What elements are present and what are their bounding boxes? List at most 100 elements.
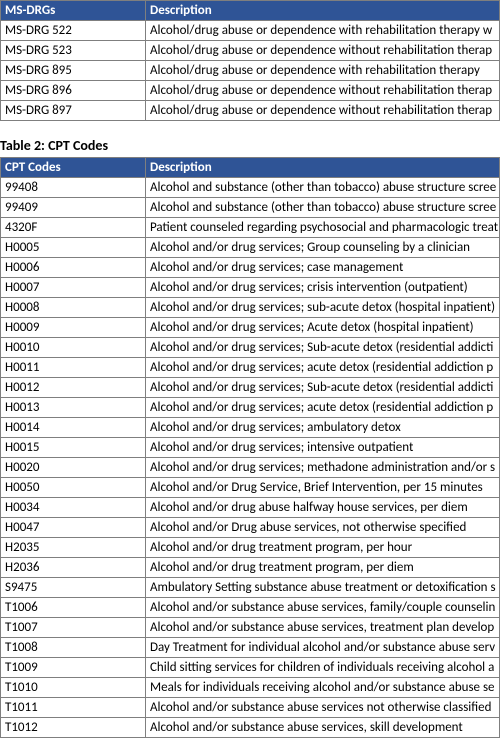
- cell-desc: Alcohol and/or drug abuse halfway house …: [146, 498, 500, 518]
- cell-code: H0020: [1, 458, 146, 478]
- table-row: H0009Alcohol and/or drug services; Acute…: [1, 318, 500, 338]
- cell-code: H0011: [1, 358, 146, 378]
- cell-desc: Alcohol and/or drug services; acute deto…: [146, 358, 500, 378]
- table-row: H0047Alcohol and/or Drug abuse services,…: [1, 518, 500, 538]
- table2-title: Table 2: CPT Codes: [0, 135, 500, 156]
- cell-code: 4320F: [1, 218, 146, 238]
- header-desc: Description: [146, 158, 500, 178]
- cell-desc: Alcohol and/or substance abuse services,…: [146, 718, 500, 738]
- cell-code: T1010: [1, 678, 146, 698]
- cell-code: H0034: [1, 498, 146, 518]
- cell-desc: Alcohol/drug abuse or dependence with re…: [146, 61, 500, 81]
- header-code: CPT Codes: [1, 158, 146, 178]
- msdrg-table: MS-DRGs Description MS-DRG 522Alcohol/dr…: [0, 0, 500, 121]
- cell-code: MS-DRG 895: [1, 61, 146, 81]
- cell-desc: Alcohol/drug abuse or dependence without…: [146, 81, 500, 101]
- table-row: H0013Alcohol and/or drug services; acute…: [1, 398, 500, 418]
- table-row: T1007Alcohol and/or substance abuse serv…: [1, 618, 500, 638]
- cell-desc: Alcohol and/or drug services; Sub-acute …: [146, 378, 500, 398]
- cell-desc: Alcohol/drug abuse or dependence without…: [146, 41, 500, 61]
- cell-desc: Alcohol and/or drug services; Group coun…: [146, 238, 500, 258]
- cell-code: S9475: [1, 578, 146, 598]
- table-row: MS-DRG 523Alcohol/drug abuse or dependen…: [1, 41, 500, 61]
- cell-code: H0050: [1, 478, 146, 498]
- header-desc: Description: [146, 1, 500, 21]
- table-row: MS-DRG 522Alcohol/drug abuse or dependen…: [1, 21, 500, 41]
- cell-code: T1008: [1, 638, 146, 658]
- cell-code: T1007: [1, 618, 146, 638]
- cell-desc: Alcohol and substance (other than tobacc…: [146, 198, 500, 218]
- table-row: H0006Alcohol and/or drug services; case …: [1, 258, 500, 278]
- cell-code: 99409: [1, 198, 146, 218]
- cell-code: H0006: [1, 258, 146, 278]
- cell-desc: Ambulatory Setting substance abuse treat…: [146, 578, 500, 598]
- table-row: H0034Alcohol and/or drug abuse halfway h…: [1, 498, 500, 518]
- cell-desc: Alcohol and/or drug services; ambulatory…: [146, 418, 500, 438]
- table-row: H0005Alcohol and/or drug services; Group…: [1, 238, 500, 258]
- cell-code: MS-DRG 897: [1, 101, 146, 121]
- cell-code: H0015: [1, 438, 146, 458]
- cell-code: H0005: [1, 238, 146, 258]
- cell-code: 99408: [1, 178, 146, 198]
- cell-desc: Alcohol and/or drug services; Acute deto…: [146, 318, 500, 338]
- cell-code: H0008: [1, 298, 146, 318]
- cell-code: H0013: [1, 398, 146, 418]
- cell-desc: Alcohol/drug abuse or dependence without…: [146, 101, 500, 121]
- table-row: H0014Alcohol and/or drug services; ambul…: [1, 418, 500, 438]
- cell-desc: Alcohol and/or drug treatment program, p…: [146, 538, 500, 558]
- cell-code: MS-DRG 523: [1, 41, 146, 61]
- cell-code: T1011: [1, 698, 146, 718]
- cell-desc: Alcohol and/or drug services; case manag…: [146, 258, 500, 278]
- table-row: 99409Alcohol and substance (other than t…: [1, 198, 500, 218]
- table-row: S9475Ambulatory Setting substance abuse …: [1, 578, 500, 598]
- cell-code: H0014: [1, 418, 146, 438]
- table-row: T1011Alcohol and/or substance abuse serv…: [1, 698, 500, 718]
- cpt-table: CPT Codes Description 99408Alcohol and s…: [0, 157, 500, 738]
- table-row: H2036Alcohol and/or drug treatment progr…: [1, 558, 500, 578]
- cell-desc: Day Treatment for individual alcohol and…: [146, 638, 500, 658]
- cell-code: MS-DRG 896: [1, 81, 146, 101]
- cell-desc: Alcohol/drug abuse or dependence with re…: [146, 21, 500, 41]
- cell-desc: Child sitting services for children of i…: [146, 658, 500, 678]
- table-row: H0008Alcohol and/or drug services; sub-a…: [1, 298, 500, 318]
- table-row: MS-DRG 895Alcohol/drug abuse or dependen…: [1, 61, 500, 81]
- table-row: H0011Alcohol and/or drug services; acute…: [1, 358, 500, 378]
- table-row: H0007Alcohol and/or drug services; crisi…: [1, 278, 500, 298]
- table-row: H0020Alcohol and/or drug services; metha…: [1, 458, 500, 478]
- cell-code: T1006: [1, 598, 146, 618]
- cell-desc: Alcohol and/or substance abuse services,…: [146, 618, 500, 638]
- cell-code: H2036: [1, 558, 146, 578]
- table-row: H0050Alcohol and/or Drug Service, Brief …: [1, 478, 500, 498]
- table-row: T1010Meals for individuals receiving alc…: [1, 678, 500, 698]
- table-header-row: MS-DRGs Description: [1, 1, 500, 21]
- cell-code: H0007: [1, 278, 146, 298]
- cell-desc: Alcohol and/or substance abuse services,…: [146, 598, 500, 618]
- cell-code: T1012: [1, 718, 146, 738]
- table-row: 4320FPatient counseled regarding psychos…: [1, 218, 500, 238]
- table-header-row: CPT Codes Description: [1, 158, 500, 178]
- cell-desc: Alcohol and/or Drug abuse services, not …: [146, 518, 500, 538]
- cell-desc: Alcohol and/or substance abuse services …: [146, 698, 500, 718]
- table-row: T1009Child sitting services for children…: [1, 658, 500, 678]
- cell-desc: Patient counseled regarding psychosocial…: [146, 218, 500, 238]
- table-row: H0010Alcohol and/or drug services; Sub-a…: [1, 338, 500, 358]
- cell-code: H0010: [1, 338, 146, 358]
- table-row: T1008Day Treatment for individual alcoho…: [1, 638, 500, 658]
- table-row: H2035Alcohol and/or drug treatment progr…: [1, 538, 500, 558]
- cell-desc: Alcohol and/or drug services; crisis int…: [146, 278, 500, 298]
- cell-desc: Alcohol and/or Drug Service, Brief Inter…: [146, 478, 500, 498]
- table-row: T1006Alcohol and/or substance abuse serv…: [1, 598, 500, 618]
- cell-code: H2035: [1, 538, 146, 558]
- cell-desc: Alcohol and/or drug treatment program, p…: [146, 558, 500, 578]
- table-row: T1012Alcohol and/or substance abuse serv…: [1, 718, 500, 738]
- cell-code: H0009: [1, 318, 146, 338]
- table-row: MS-DRG 896Alcohol/drug abuse or dependen…: [1, 81, 500, 101]
- table-row: H0015Alcohol and/or drug services; inten…: [1, 438, 500, 458]
- cell-desc: Alcohol and/or drug services; acute deto…: [146, 398, 500, 418]
- cell-code: MS-DRG 522: [1, 21, 146, 41]
- table-row: H0012Alcohol and/or drug services; Sub-a…: [1, 378, 500, 398]
- cell-desc: Alcohol and/or drug services; Sub-acute …: [146, 338, 500, 358]
- cell-desc: Meals for individuals receiving alcohol …: [146, 678, 500, 698]
- cell-desc: Alcohol and substance (other than tobacc…: [146, 178, 500, 198]
- spacer: [0, 121, 500, 127]
